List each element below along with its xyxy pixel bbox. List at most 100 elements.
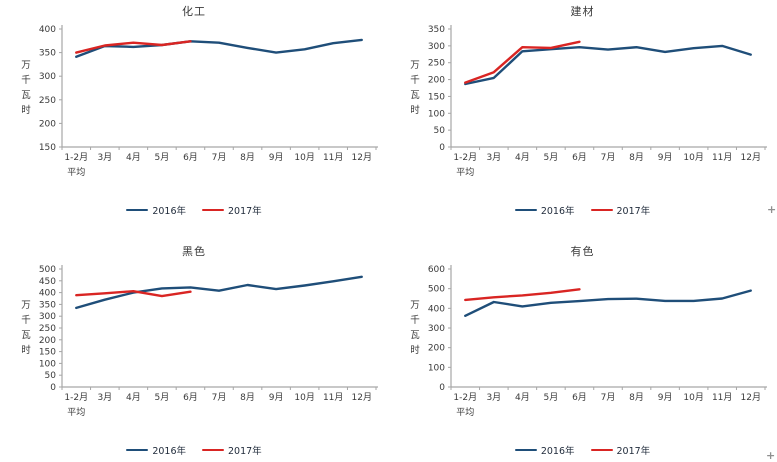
svg-text:500: 500 — [427, 285, 444, 295]
legend-item-2016: 2016年 — [514, 443, 575, 457]
legend-item-2016: 2016年 — [126, 203, 186, 217]
svg-text:11月: 11月 — [323, 152, 343, 163]
svg-text:400: 400 — [427, 304, 444, 314]
svg-text:4月: 4月 — [514, 152, 529, 163]
legend-swatch-2017 — [590, 448, 613, 452]
svg-text:7月: 7月 — [600, 392, 615, 403]
svg-text:1-2月: 1-2月 — [453, 152, 477, 163]
svg-text:11月: 11月 — [711, 392, 731, 403]
svg-text:时: 时 — [21, 344, 31, 356]
svg-text:350: 350 — [427, 25, 444, 35]
legend-label-2017: 2017年 — [228, 206, 262, 217]
svg-text:7月: 7月 — [212, 152, 227, 163]
svg-text:200: 200 — [427, 344, 444, 354]
chart-heise[interactable]: 黑色 0 50 100 150 200 250 300 350 400 450 500 1-2月 平均 3… — [0, 231, 388, 462]
svg-text:400: 400 — [39, 25, 56, 35]
svg-text:千: 千 — [410, 315, 420, 326]
svg-text:100: 100 — [39, 359, 56, 369]
legend-item-2016: 2016年 — [514, 203, 575, 217]
svg-text:平均: 平均 — [456, 166, 474, 178]
svg-text:8月: 8月 — [629, 392, 644, 403]
svg-text:4月: 4月 — [514, 392, 529, 403]
svg-text:200: 200 — [39, 336, 56, 346]
svg-text:50: 50 — [433, 126, 445, 136]
svg-text:9月: 9月 — [657, 152, 672, 163]
svg-text:300: 300 — [39, 312, 56, 322]
legend-item-2017: 2017年 — [202, 443, 262, 457]
chart-jiancai[interactable]: 建材 0 50 100 150 200 250 300 350 1-2月 平均 3月 4月 5月 6月 7月… — [388, 0, 777, 231]
svg-text:3月: 3月 — [97, 152, 112, 163]
svg-text:10月: 10月 — [294, 392, 314, 403]
legend-label-2016: 2016年 — [540, 446, 575, 457]
legend-huagong: 2016年 2017年 — [126, 203, 262, 217]
legend-label-2017: 2017年 — [616, 206, 651, 217]
svg-text:5月: 5月 — [155, 392, 170, 403]
svg-text:8月: 8月 — [240, 392, 255, 403]
svg-text:0: 0 — [439, 143, 445, 153]
legend-jiancai: 2016年 2017年 — [514, 203, 651, 217]
svg-text:3月: 3月 — [97, 392, 112, 403]
svg-text:1-2月: 1-2月 — [453, 392, 477, 403]
legend-swatch-2016 — [126, 448, 149, 452]
svg-text:万: 万 — [21, 300, 31, 311]
svg-text:时: 时 — [21, 104, 31, 116]
svg-text:400: 400 — [39, 289, 56, 299]
svg-text:瓦: 瓦 — [21, 90, 31, 101]
svg-text:200: 200 — [39, 119, 56, 129]
legend-heise: 2016年 2017年 — [126, 443, 262, 457]
chart-title-youse: 有色 — [570, 245, 595, 258]
legend-item-2017: 2017年 — [590, 443, 651, 457]
legend-swatch-2017 — [202, 448, 224, 452]
svg-text:1-2月: 1-2月 — [64, 152, 88, 163]
chart-youse[interactable]: 有色 0 100 200 300 400 500 600 1-2月 平均 3月 4月 5月 6月 7月 8月… — [388, 231, 777, 462]
svg-text:平均: 平均 — [456, 406, 474, 418]
svg-text:150: 150 — [427, 92, 444, 102]
svg-text:6月: 6月 — [183, 152, 198, 163]
svg-text:0: 0 — [50, 383, 56, 393]
chart-title-huagong: 化工 — [182, 5, 206, 18]
legend-item-2017: 2017年 — [590, 203, 651, 217]
svg-text:350: 350 — [39, 300, 56, 310]
plus-cursor-artifact: + — [767, 203, 777, 216]
svg-text:100: 100 — [427, 363, 444, 373]
svg-text:6月: 6月 — [572, 152, 587, 163]
svg-text:500: 500 — [39, 265, 56, 275]
svg-text:10月: 10月 — [683, 152, 703, 163]
svg-text:瓦: 瓦 — [410, 330, 420, 341]
svg-text:4月: 4月 — [126, 392, 141, 403]
svg-text:瓦: 瓦 — [410, 90, 420, 101]
chart-title-heise: 黑色 — [182, 245, 206, 258]
legend-item-2016: 2016年 — [126, 443, 186, 457]
svg-text:3月: 3月 — [486, 392, 501, 403]
svg-text:1-2月: 1-2月 — [64, 392, 88, 403]
legend-item-2017: 2017年 — [202, 203, 262, 217]
svg-text:12月: 12月 — [352, 392, 372, 403]
legend-label-2017: 2017年 — [616, 446, 651, 457]
svg-text:0: 0 — [439, 383, 445, 393]
legend-label-2016: 2016年 — [152, 206, 186, 217]
legend-label-2017: 2017年 — [228, 446, 262, 457]
svg-text:5月: 5月 — [543, 152, 558, 163]
svg-text:150: 150 — [39, 348, 56, 358]
svg-text:万: 万 — [21, 60, 31, 71]
svg-text:7月: 7月 — [212, 392, 227, 403]
svg-text:6月: 6月 — [572, 392, 587, 403]
svg-text:千: 千 — [410, 75, 420, 86]
svg-text:3月: 3月 — [486, 152, 501, 163]
svg-text:9月: 9月 — [269, 152, 284, 163]
svg-text:250: 250 — [427, 59, 444, 69]
svg-text:12月: 12月 — [740, 152, 760, 163]
svg-text:11月: 11月 — [323, 392, 343, 403]
svg-text:千: 千 — [21, 315, 31, 326]
svg-text:平均: 平均 — [67, 166, 85, 178]
svg-text:9月: 9月 — [657, 392, 672, 403]
svg-text:9月: 9月 — [269, 392, 284, 403]
chart-title-jiancai: 建材 — [570, 5, 595, 18]
svg-text:300: 300 — [39, 72, 56, 82]
svg-text:50: 50 — [45, 371, 57, 381]
chart-huagong[interactable]: 化工 150 200 250 300 350 400 1-2月 平均 3月 4月 5月 6月 7月 8月 9… — [0, 0, 388, 231]
svg-text:万: 万 — [410, 300, 420, 311]
